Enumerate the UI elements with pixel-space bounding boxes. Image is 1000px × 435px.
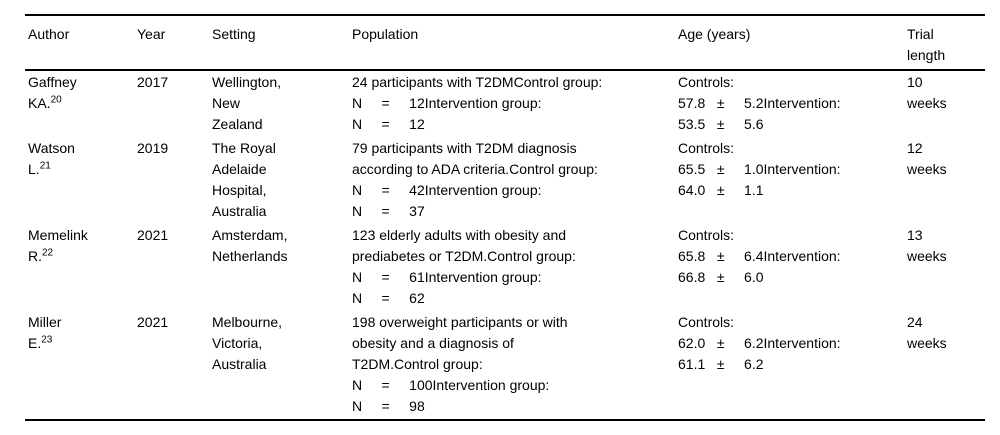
column-header-author: Author xyxy=(25,15,134,71)
study-characteristics-table: Author Year Setting Population Age (year… xyxy=(25,14,985,421)
author-name-line2: R. xyxy=(28,248,42,264)
reference-superscript: 21 xyxy=(39,160,51,172)
cell-year: 2021 xyxy=(137,314,169,330)
cell-population: 79 participants with T2DM diagnosis acco… xyxy=(352,140,598,219)
cell-trial-length: 13 weeks xyxy=(907,227,947,264)
header-row: Author Year Setting Population Age (year… xyxy=(25,15,985,71)
cell-setting: The Royal Adelaide Hospital, Australia xyxy=(212,140,276,219)
cell-age: Controls: 65.5 ± 1.0Intervention: 64.0 ±… xyxy=(678,140,841,198)
table-header: Author Year Setting Population Age (year… xyxy=(25,15,985,71)
cell-age: Controls: 62.0 ± 6.2Intervention: 61.1 ±… xyxy=(678,314,841,372)
cell-author: Gaffney KA.20 xyxy=(25,70,134,137)
cell-author: Watson L.21 xyxy=(25,137,134,224)
cell-trial-length: 12 weeks xyxy=(907,140,947,177)
table-row: Memelink R.22 2021 Amsterdam, Netherland… xyxy=(25,224,985,311)
author-name-line2: E. xyxy=(28,335,42,351)
cell-author: Memelink R.22 xyxy=(25,224,134,311)
author-name-line1: Gaffney xyxy=(28,74,77,90)
cell-year: 2017 xyxy=(137,74,169,90)
cell-age: Controls: 57.8 ± 5.2Intervention: 53.5 ±… xyxy=(678,74,841,132)
column-header-setting: Setting xyxy=(209,15,349,71)
column-header-age: Age (years) xyxy=(675,15,904,71)
table-body: Gaffney KA.20 2017 Wellington, New Zeala… xyxy=(25,70,985,420)
table-row: Watson L.21 2019 The Royal Adelaide Hosp… xyxy=(25,137,985,224)
author-name-line1: Watson xyxy=(28,140,75,156)
cell-trial-length: 24 weeks xyxy=(907,314,947,351)
table-row: Gaffney KA.20 2017 Wellington, New Zeala… xyxy=(25,70,985,137)
cell-year: 2019 xyxy=(137,140,169,156)
reference-superscript: 20 xyxy=(50,94,62,106)
reference-superscript: 23 xyxy=(41,334,53,346)
column-header-year: Year xyxy=(134,15,209,71)
author-name-line2: L. xyxy=(28,161,40,177)
column-header-population: Population xyxy=(349,15,675,71)
author-name-line1: Memelink xyxy=(28,227,88,243)
cell-author: Miller E.23 xyxy=(25,311,134,420)
cell-setting: Amsterdam, Netherlands xyxy=(212,227,288,264)
cell-year: 2021 xyxy=(137,227,169,243)
cell-age: Controls: 65.8 ± 6.4Intervention: 66.8 ±… xyxy=(678,227,841,285)
column-header-trial-length: Trial length xyxy=(904,15,985,71)
reference-superscript: 22 xyxy=(42,247,54,259)
author-name-line2: KA. xyxy=(28,95,51,111)
cell-population: 24 participants with T2DMControl group: … xyxy=(352,74,603,132)
cell-trial-length: 10 weeks xyxy=(907,74,947,111)
cell-setting: Melbourne, Victoria, Australia xyxy=(212,314,283,372)
cell-setting: Wellington, New Zealand xyxy=(212,74,282,132)
table-row: Miller E.23 2021 Melbourne, Victoria, Au… xyxy=(25,311,985,420)
cell-population: 123 elderly adults with obesity and pred… xyxy=(352,227,576,306)
author-name-line1: Miller xyxy=(28,314,62,330)
cell-population: 198 overweight participants or with obes… xyxy=(352,314,568,414)
